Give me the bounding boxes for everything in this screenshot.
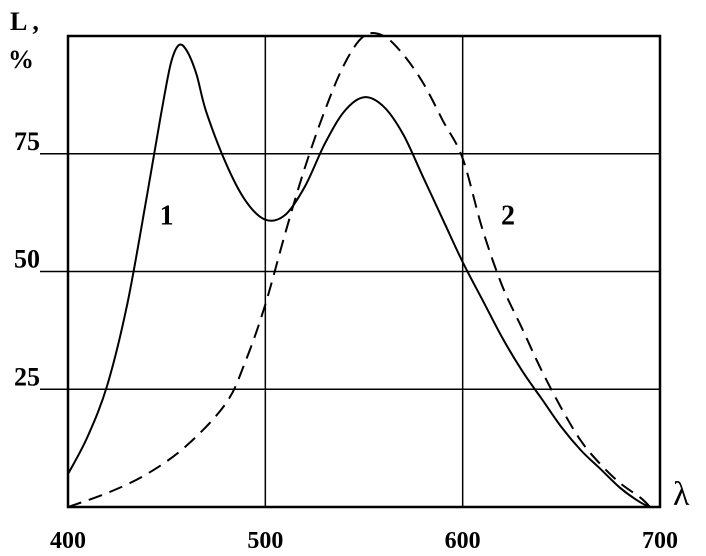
y-tick-label: 25 — [14, 362, 40, 391]
y-axis-label: L , — [10, 7, 39, 36]
plot-frame — [66, 34, 662, 509]
axis-labels: L , % λ — [8, 7, 690, 513]
x-tick-label: 700 — [642, 528, 678, 554]
x-tick-label: 600 — [445, 528, 481, 554]
y-tick-label: 75 — [14, 127, 40, 156]
series-line-1 — [67, 43, 651, 508]
series-label-1: 1 — [160, 200, 174, 231]
y-tick-label: 50 — [14, 245, 40, 274]
tick-labels: 400 500 600 700 25 50 75 — [14, 127, 678, 554]
x-tick-label: 500 — [247, 528, 283, 554]
x-axis-label: λ — [673, 476, 690, 513]
x-tick-label: 400 — [50, 528, 86, 554]
grid — [40, 36, 660, 507]
y-axis-unit: % — [8, 45, 34, 74]
plot-border — [66, 34, 662, 509]
series-label-2: 2 — [501, 200, 515, 231]
series-line-2 — [67, 32, 651, 508]
